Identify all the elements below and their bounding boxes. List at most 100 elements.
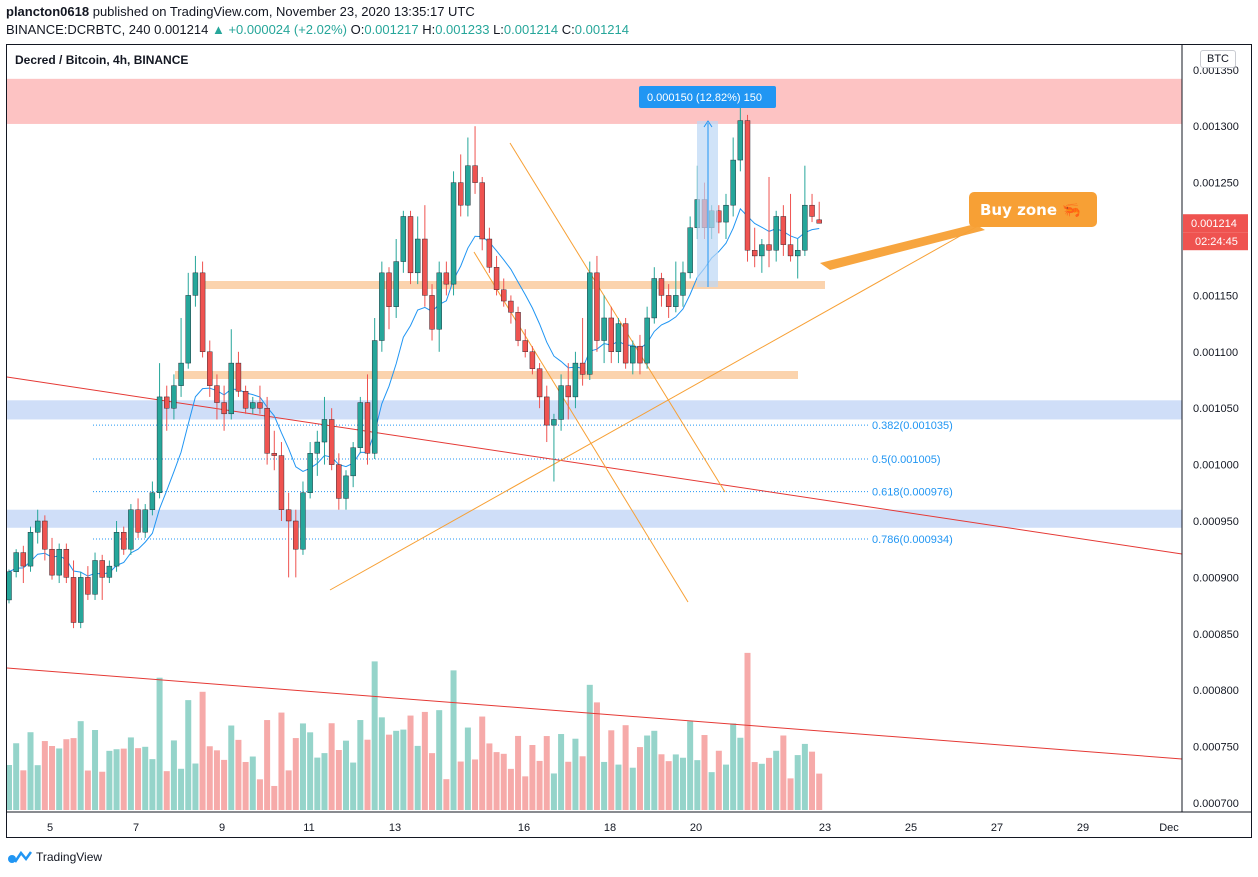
candle-body[interactable] (579, 362, 586, 375)
candle-body[interactable] (242, 391, 249, 409)
candle-body[interactable] (92, 560, 98, 595)
candle-body[interactable] (551, 419, 557, 426)
candle-body[interactable] (651, 278, 657, 319)
candle-body[interactable] (529, 351, 536, 369)
candle-body[interactable] (164, 396, 170, 409)
candle-body[interactable] (343, 475, 349, 499)
candle-body[interactable] (751, 250, 758, 257)
candle-body[interactable] (486, 238, 493, 268)
candle-body[interactable] (558, 385, 564, 420)
candle-body[interactable] (63, 548, 70, 578)
candle-body[interactable] (185, 295, 191, 364)
candle-body[interactable] (357, 402, 364, 448)
buy-zone-box[interactable] (969, 192, 1097, 227)
candle-body[interactable] (508, 300, 514, 313)
candle-body[interactable] (450, 182, 457, 285)
candle-body[interactable] (472, 165, 478, 183)
candle-body[interactable] (350, 447, 356, 477)
candle-body[interactable] (737, 120, 744, 161)
currency-badge[interactable]: BTC (1200, 50, 1236, 68)
candle-body[interactable] (307, 453, 313, 493)
candle-body[interactable] (257, 402, 263, 409)
candle-body[interactable] (99, 560, 105, 578)
candle-body[interactable] (608, 317, 614, 352)
candle-body[interactable] (759, 244, 765, 257)
candle-body[interactable] (458, 182, 464, 206)
candle-body[interactable] (730, 159, 736, 206)
candle-body[interactable] (314, 441, 321, 454)
candle-body[interactable] (572, 362, 579, 398)
candle-body[interactable] (422, 238, 428, 296)
candle-body[interactable] (816, 219, 822, 224)
candle-body[interactable] (328, 419, 335, 465)
candle-body[interactable] (149, 492, 156, 510)
candle-body[interactable] (207, 351, 213, 386)
candle-body[interactable] (723, 204, 729, 223)
candle-body[interactable] (364, 402, 371, 454)
candle-body[interactable] (336, 464, 342, 499)
candle-body[interactable] (77, 577, 84, 623)
candle-body[interactable] (766, 244, 772, 251)
candle-body[interactable] (622, 323, 629, 364)
candle-body[interactable] (293, 520, 299, 550)
candle-body[interactable] (34, 520, 41, 533)
candle-body[interactable] (479, 182, 485, 240)
candle-body[interactable] (630, 345, 636, 364)
candle-body[interactable] (221, 402, 227, 415)
candle-body[interactable] (787, 244, 794, 257)
candle-body[interactable] (436, 272, 442, 330)
candle-body[interactable] (795, 250, 801, 257)
candle-body[interactable] (400, 216, 407, 262)
candle-body[interactable] (142, 509, 148, 533)
candle-body[interactable] (128, 509, 134, 550)
candle-body[interactable] (85, 577, 91, 595)
candle-body[interactable] (644, 317, 650, 364)
candle-body[interactable] (27, 532, 34, 567)
candle-body[interactable] (465, 165, 471, 206)
candle-body[interactable] (501, 289, 507, 302)
candle-body[interactable] (386, 272, 392, 307)
candle-body[interactable] (594, 272, 600, 341)
candle-body[interactable] (192, 272, 199, 296)
candle-body[interactable] (13, 552, 19, 572)
candle-body[interactable] (802, 204, 808, 251)
candle-body[interactable] (235, 362, 242, 392)
candle-body[interactable] (228, 362, 234, 415)
candle-body[interactable] (780, 216, 787, 245)
candle-body[interactable] (615, 323, 622, 353)
candle-body[interactable] (171, 385, 177, 409)
candle-body[interactable] (407, 216, 414, 274)
candle-body[interactable] (522, 340, 528, 353)
candle-body[interactable] (113, 532, 120, 567)
candle-body[interactable] (321, 419, 328, 443)
candle-body[interactable] (135, 509, 141, 533)
candle-body[interactable] (565, 385, 571, 398)
candle-body[interactable] (178, 362, 184, 386)
candle-body[interactable] (687, 227, 693, 274)
candle-body[interactable] (658, 278, 665, 296)
candle-body[interactable] (744, 120, 751, 251)
candle-body[interactable] (214, 385, 220, 403)
candle-body[interactable] (587, 272, 593, 375)
candle-body[interactable] (637, 345, 643, 364)
candle-body[interactable] (42, 520, 48, 550)
candle-body[interactable] (278, 455, 285, 510)
candle-body[interactable] (250, 402, 256, 409)
publisher-name[interactable]: plancton0618 (6, 4, 90, 19)
candle-body[interactable] (544, 396, 550, 426)
candle-body[interactable] (515, 312, 521, 341)
candle-body[interactable] (536, 368, 543, 398)
candle-body[interactable] (300, 492, 306, 550)
candle-body[interactable] (70, 577, 77, 623)
candle-body[interactable] (443, 272, 450, 285)
candle-body[interactable] (199, 272, 206, 352)
candle-body[interactable] (601, 317, 607, 341)
candle-body[interactable] (673, 295, 679, 307)
candle-body[interactable] (20, 552, 27, 567)
candle-body[interactable] (271, 453, 277, 456)
candle-body[interactable] (121, 532, 127, 550)
footer-brand[interactable]: TradingView (6, 850, 102, 864)
candle-body[interactable] (156, 396, 163, 493)
candle-body[interactable] (493, 267, 500, 290)
candle-body[interactable] (371, 340, 378, 454)
